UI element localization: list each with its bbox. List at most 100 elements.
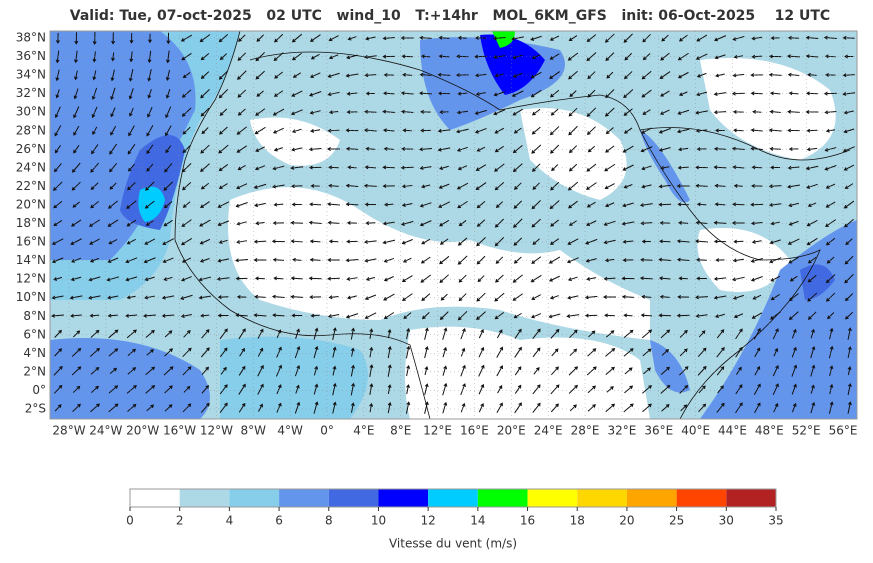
wind-arrow	[216, 276, 230, 281]
wind-arrow	[424, 383, 429, 395]
wind-arrow	[514, 366, 522, 376]
wind-arrow	[622, 145, 634, 153]
wind-arrow	[548, 313, 561, 319]
wind-arrow	[163, 201, 173, 209]
wind-arrow	[494, 218, 505, 228]
wind-arrow	[587, 404, 596, 412]
wind-arrow	[308, 147, 322, 152]
wind-arrow	[586, 107, 597, 117]
wind-arrow	[127, 181, 136, 191]
wind-arrow	[806, 183, 818, 189]
wind-arrow	[622, 258, 634, 263]
calm-area	[250, 117, 340, 166]
wind-arrow	[254, 294, 266, 299]
wind-arrow	[382, 54, 396, 59]
wind-arrow	[382, 184, 395, 189]
wind-arrow	[165, 88, 171, 99]
wind-arrow	[569, 404, 577, 412]
wind-arrow	[294, 364, 301, 377]
wind-arrow	[90, 201, 99, 209]
wind-arrow	[750, 73, 764, 78]
wind-arrow	[327, 220, 340, 225]
wind-arrow	[92, 126, 98, 135]
wind-arrow	[788, 220, 799, 226]
wind-arrow	[200, 107, 210, 117]
wind-arrow	[350, 347, 355, 357]
wind-arrow	[697, 365, 707, 376]
lat-label: 36°N	[16, 49, 46, 63]
wind-arrow	[387, 328, 392, 339]
colorbar-bin	[577, 489, 627, 507]
wind-arrow	[829, 327, 834, 340]
wind-arrow	[753, 383, 761, 395]
wind-arrow	[181, 162, 192, 173]
wind-arrow	[641, 184, 652, 189]
wind-arrow	[294, 401, 301, 414]
wind-arrow	[236, 183, 248, 190]
wind-arrow	[531, 108, 541, 116]
wind-arrow	[110, 87, 116, 101]
wind-arrow	[201, 127, 209, 135]
wind-arrow	[165, 50, 170, 64]
wind-arrow	[273, 276, 284, 281]
wind-arrow	[568, 35, 578, 41]
wind-arrow	[110, 69, 115, 82]
wind-arrow	[439, 110, 449, 115]
wind-arrow	[108, 385, 119, 394]
wind-arrow	[550, 144, 560, 154]
wind-arrow	[677, 294, 690, 299]
wind-arrow	[420, 128, 431, 133]
wind-arrow	[402, 257, 412, 263]
wind-arrow	[567, 295, 579, 300]
wind-arrow	[585, 182, 597, 190]
wind-arrow	[401, 275, 413, 282]
wind-arrow	[586, 220, 597, 227]
wind-arrow	[165, 145, 172, 154]
wind-arrow	[328, 239, 339, 244]
colorbar-bin	[378, 489, 429, 507]
wind-arrow	[586, 34, 597, 43]
wind-arrow	[754, 402, 761, 414]
wind-arrow	[387, 384, 392, 395]
wind-arrow	[420, 256, 431, 264]
wind-arrow	[512, 145, 523, 154]
wind-arrow	[90, 385, 100, 393]
wind-arrow	[346, 276, 358, 281]
wind-arrow	[256, 34, 264, 42]
wind-arrow	[54, 125, 62, 137]
wind-arrow	[238, 365, 246, 376]
wind-arrow	[791, 364, 798, 377]
wind-arrow	[382, 221, 395, 226]
wind-arrow	[733, 183, 743, 188]
wind-arrow	[456, 182, 469, 190]
wind-arrow	[843, 110, 854, 115]
wind-arrow	[145, 220, 154, 226]
wind-arrow	[551, 164, 559, 172]
wind-arrow	[531, 163, 541, 172]
wind-arrow	[828, 345, 834, 359]
wind-arrow	[605, 403, 616, 413]
wind-arrow	[405, 401, 411, 414]
wind-arrow	[770, 311, 781, 320]
wind-arrow	[217, 258, 230, 263]
wind-arrow	[401, 54, 413, 59]
wind-arrow	[805, 165, 819, 171]
wind-arrow	[457, 310, 468, 321]
wind-arrow	[732, 294, 744, 300]
wind-arrow	[332, 365, 337, 376]
wind-arrow	[716, 329, 725, 339]
lat-label: 4°N	[23, 346, 46, 360]
colorbar-bin	[527, 489, 578, 507]
lat-label: 20°N	[16, 197, 46, 211]
wind-arrow	[512, 274, 523, 283]
wind-arrow	[605, 330, 615, 338]
wind-arrow	[770, 165, 781, 170]
wind-arrow	[200, 402, 210, 413]
wind-arrow	[696, 276, 707, 281]
wind-arrow	[364, 312, 377, 319]
wind-arrow	[474, 54, 488, 59]
wind-arrow	[164, 404, 173, 412]
wind-area	[640, 130, 690, 203]
wind-arrow	[658, 127, 671, 134]
wind-arrow	[128, 125, 135, 137]
